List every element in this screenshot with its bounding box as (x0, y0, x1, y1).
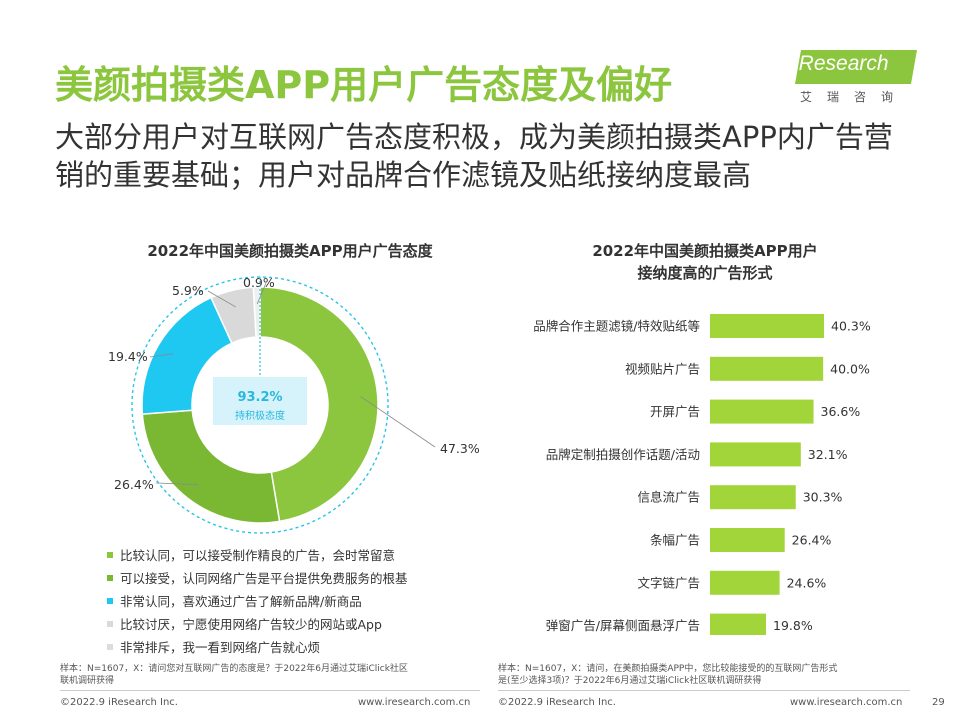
donut-leader-line (256, 282, 267, 305)
donut-leader-line (207, 290, 236, 308)
page-number: 29 (932, 697, 945, 708)
legend-swatch (107, 574, 113, 581)
note-left-line-2: 联机调研获得 (60, 676, 115, 686)
bar (710, 613, 767, 635)
bar-value-label: 19.8% (773, 618, 813, 633)
bar (710, 442, 801, 467)
donut-center-value: 93.2% (237, 390, 282, 405)
donut-leader-line (360, 396, 436, 448)
footer-copyright-right: ©2022.9 iResearch Inc. (498, 697, 616, 708)
bar-category-label: 品牌定制拍摄创作话题/活动 (546, 447, 700, 462)
donut-legend: 比较认同，可以接受制作精良的广告，会时常留意 可以接受，认同网络广告是平台提供免费… (107, 543, 408, 658)
bar-category-label: 条幅广告 (650, 533, 700, 548)
bar (710, 356, 824, 381)
logo-brand-text: iResearch (794, 52, 889, 75)
bar (710, 399, 814, 424)
page-title: 美颜拍摄类APP用户广告态度及偏好 (55, 63, 673, 107)
donut-slice-label: 5.9% (172, 283, 204, 298)
legend-label: 非常排斥，我一看到网络广告就心烦 (120, 640, 321, 655)
legend-swatch (107, 620, 113, 627)
bar-category-label: 开屏广告 (650, 404, 700, 419)
legend-item: 比较认同，可以接受制作精良的广告，会时常留意 (107, 543, 408, 566)
bar-value-label: 24.6% (787, 575, 827, 590)
legend-swatch (107, 597, 113, 604)
donut-center-label: 持积极态度 (235, 409, 285, 422)
bar-value-label: 36.6% (821, 404, 861, 419)
note-right: 样本：N=1607，X：请问，在美颜拍摄类APP中，您比较能接受的的互联网广告形… (498, 663, 908, 687)
bar-category-label: 视频贴片广告 (625, 361, 700, 376)
donut-chart-title: 2022年中国美颜拍摄类APP用户广告态度 (147, 242, 433, 260)
footer-divider-right (498, 690, 910, 691)
footer-divider-left (60, 690, 480, 691)
note-left-line-1: 样本：N=1607，X：请问您对互联网广告的态度是？于2022年6月通过艾瑞iC… (60, 664, 408, 674)
legend-item: 非常认同，喜欢通过广告了解新品牌/新商品 (107, 589, 408, 612)
donut-leader-line (149, 353, 174, 358)
bar-chart-title-line-2: 接纳度高的广告形式 (637, 264, 773, 282)
note-right-line-1: 样本：N=1607，X：请问，在美颜拍摄类APP中，您比较能接受的的互联网广告形… (498, 664, 838, 674)
donut-slice-label: 0.9% (243, 275, 275, 290)
note-right-line-2: 是(至少选择3项)？于2022年6月通过艾瑞iClick社区联机调研获得 (498, 676, 762, 686)
donut-slice-label: 47.3% (440, 441, 480, 456)
bar-chart: 品牌合作主题滤镜/特效贴纸等 40.3% 视频贴片广告 40.0% 开屏广告 36.6% 品… (533, 314, 871, 635)
legend-label: 非常认同，喜欢通过广告了解新品牌/新商品 (120, 594, 362, 609)
bar-chart-title: 2022年中国美颜拍摄类APP用户 接纳度高的广告形式 (540, 240, 870, 284)
iresearch-logo: iResearch 艾瑞咨询 (790, 50, 920, 108)
donut-chart: 47.3% 26.4% 19.4% 5.9% 0.9% 93.2% 持积极态度 (108, 275, 480, 534)
legend-swatch (107, 551, 113, 558)
footer-url-right: www.iresearch.com.cn (790, 697, 903, 708)
bar (710, 528, 785, 552)
bar-value-label: 40.3% (831, 319, 871, 334)
bar-value-label: 26.4% (792, 533, 832, 548)
bar-category-label: 品牌合作主题滤镜/特效贴纸等 (533, 319, 700, 334)
bar-category-label: 文字链广告 (637, 575, 700, 590)
legend-label: 可以接受，认同网络广告是平台提供免费服务的根基 (120, 571, 408, 586)
bar (710, 485, 796, 510)
legend-item: 非常排斥，我一看到网络广告就心烦 (107, 635, 408, 658)
footer-url-left: www.iresearch.com.cn (358, 697, 471, 708)
page-subtitle: 大部分用户对互联网广告态度积极，成为美颜拍摄类APP内广告营销的重要基础；用户对… (55, 120, 893, 192)
bar-value-label: 32.1% (808, 447, 848, 462)
legend-swatch (107, 643, 113, 650)
legend-label: 比较认同，可以接受制作精良的广告，会时常留意 (120, 548, 396, 563)
donut-slice (141, 409, 281, 524)
donut-slice-label: 19.4% (108, 349, 148, 364)
bar-chart-title-line-1: 2022年中国美颜拍摄类APP用户 (592, 242, 818, 260)
logo-cn-text: 艾瑞咨询 (800, 90, 909, 104)
bar-value-label: 30.3% (803, 490, 843, 505)
donut-center-box (213, 377, 307, 425)
legend-label: 比较讨厌，宁愿使用网络广告较少的网站或App (120, 617, 382, 632)
legend-item: 比较讨厌，宁愿使用网络广告较少的网站或App (107, 612, 408, 635)
bar-category-label: 信息流广告 (637, 490, 700, 505)
bar (710, 570, 780, 595)
legend-item: 可以接受，认同网络广告是平台提供免费服务的根基 (107, 566, 408, 589)
donut-slice (259, 286, 379, 523)
note-left: 样本：N=1607，X：请问您对互联网广告的态度是？于2022年6月通过艾瑞iC… (60, 663, 480, 687)
donut-leader-line (155, 482, 198, 485)
donut-slice-label: 26.4% (114, 477, 154, 492)
footer-copyright-left: ©2022.9 iResearch Inc. (60, 697, 178, 708)
bar (710, 314, 824, 338)
bar-category-label: 弹窗广告/屏幕侧面悬浮广告 (546, 618, 700, 633)
bar-value-label: 40.0% (830, 361, 870, 376)
